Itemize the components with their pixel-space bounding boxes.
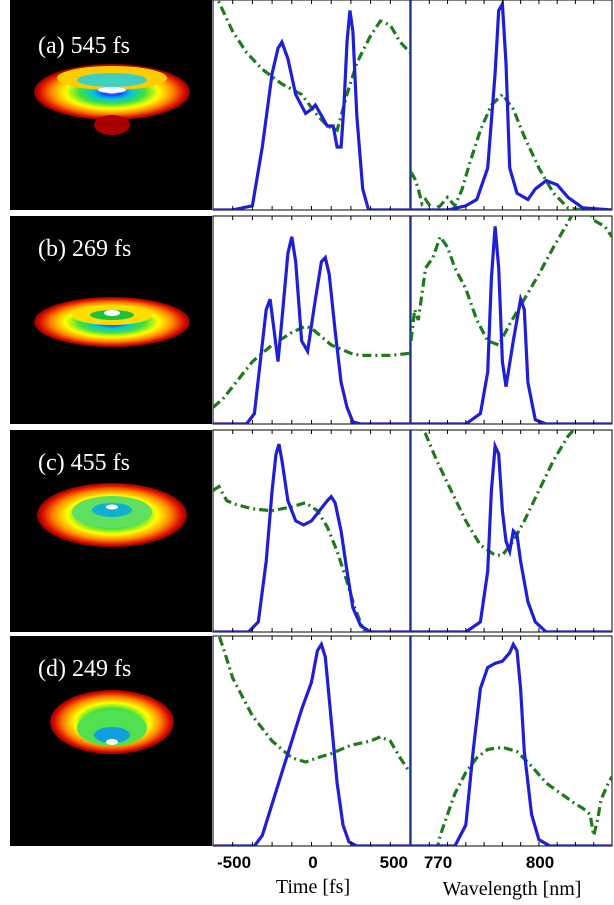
spectral-phase-line: [409, 92, 612, 210]
wavelength-subplot-frame: [410, 0, 613, 211]
spectral-phase-line: [409, 216, 612, 347]
spectral-intensity-line: [411, 439, 612, 632]
temporal-intensity-line: [213, 10, 410, 210]
panel-label-a: (a) 545 fs: [38, 33, 130, 59]
temporal-phase-line: [213, 324, 411, 409]
beam-profile-c: [10, 430, 212, 632]
panel-curves: [213, 636, 612, 846]
wavelength-tick-label: 770: [424, 853, 452, 872]
time-tick-label: 500: [380, 853, 408, 872]
time-axis-label: Time [fs]: [276, 876, 350, 898]
time-tick-label: -500: [217, 853, 251, 872]
panel-curves: [213, 216, 612, 424]
wavelength-subplot-frame: [410, 215, 613, 425]
time-subplot-frame: [212, 635, 411, 847]
time-subplot-frame: [212, 429, 411, 633]
temporal-intensity-line: [213, 443, 410, 632]
panel-label-c: (c) 455 fs: [38, 450, 130, 476]
plot-area: [212, 0, 613, 847]
spectral-intensity-line: [411, 0, 612, 210]
wavelength-subplot-frame: [410, 429, 613, 633]
wavelength-tick-label: 800: [526, 853, 554, 872]
beam-profile-a: [10, 0, 212, 210]
panel-curves: [213, 0, 612, 210]
temporal-phase-line: [216, 0, 412, 133]
temporal-intensity-line: [213, 640, 410, 846]
beam-profile-d: [10, 636, 212, 846]
spectral-phase-line: [419, 430, 576, 557]
panel-label-d: (d) 249 fs: [38, 656, 131, 682]
panel-curves: [213, 430, 612, 632]
temporal-intensity-line: [213, 236, 410, 424]
beam-profile-b: [10, 216, 212, 424]
wavelength-axis-label: Wavelength [nm]: [443, 878, 582, 900]
spectral-phase-line: [436, 745, 612, 846]
spectral-intensity-line: [411, 226, 612, 424]
wavelength-subplot-frame: [410, 635, 613, 847]
time-tick-label: 0: [308, 853, 317, 872]
temporal-phase-line: [217, 636, 412, 774]
spectral-intensity-line: [411, 640, 612, 846]
panel-label-b: (b) 269 fs: [38, 236, 131, 262]
